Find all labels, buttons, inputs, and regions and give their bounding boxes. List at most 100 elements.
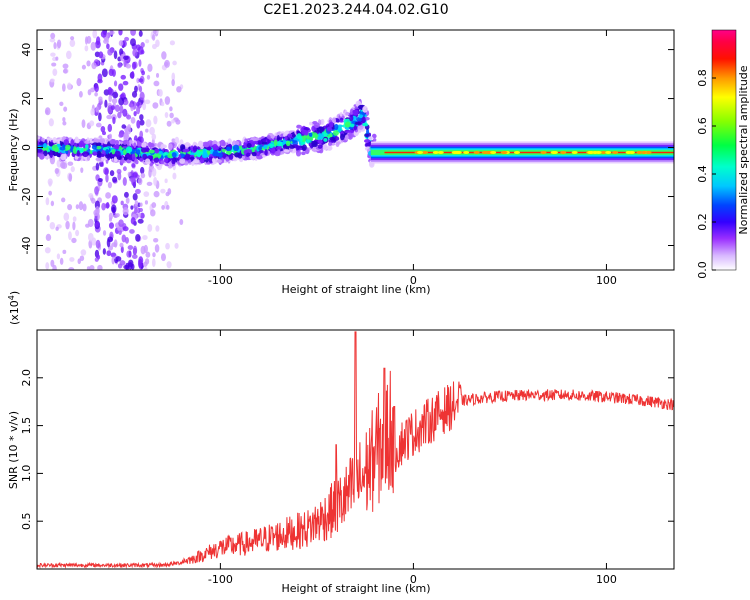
heat-cell xyxy=(327,133,333,138)
heat-cell xyxy=(65,220,70,230)
heat-cell xyxy=(124,191,129,198)
heat-cell xyxy=(63,212,70,222)
heat-cell xyxy=(67,203,73,211)
heat-cell xyxy=(364,142,372,148)
heat-cell xyxy=(51,144,59,152)
heat-cell xyxy=(84,45,89,52)
heat-cell xyxy=(592,150,599,154)
heat-cell xyxy=(165,191,170,197)
heat-cell xyxy=(261,138,267,142)
heat-cell xyxy=(89,120,95,127)
heat-cell xyxy=(52,68,58,76)
heat-cell xyxy=(68,231,72,241)
heat-cell xyxy=(84,140,90,145)
heat-cell xyxy=(160,160,165,165)
heat-cell xyxy=(80,249,87,256)
spectrogram-ylabel: Frequency (Hz) xyxy=(7,109,20,192)
heat-cell xyxy=(51,62,57,67)
heat-cell xyxy=(121,124,127,129)
heat-cell xyxy=(111,148,116,155)
heat-cell xyxy=(212,152,218,157)
heat-cell xyxy=(222,141,226,147)
heat-cell xyxy=(165,242,170,250)
heat-cell xyxy=(184,161,189,166)
heat-cell xyxy=(179,219,184,226)
y-tick-label: 0.5 xyxy=(20,512,33,530)
heat-cell xyxy=(313,122,320,128)
heat-cell xyxy=(131,162,136,168)
heat-cell xyxy=(122,166,127,172)
heat-cell xyxy=(270,147,276,154)
heat-cell xyxy=(122,226,129,232)
heat-cell xyxy=(60,153,66,161)
heat-cell xyxy=(111,204,117,214)
heat-cell xyxy=(164,178,168,184)
heat-cell xyxy=(274,150,281,157)
heat-cell xyxy=(133,142,137,149)
heat-cell xyxy=(145,39,150,44)
snr-ylabel: SNR (10 * v/v) xyxy=(7,411,20,489)
snr-series-line xyxy=(37,331,674,569)
heat-cell xyxy=(150,209,156,217)
heat-cell xyxy=(184,141,190,148)
heat-cell xyxy=(100,30,107,38)
heat-cell xyxy=(70,166,75,173)
heat-cell xyxy=(205,146,212,151)
heat-cell xyxy=(348,132,353,138)
heat-cell xyxy=(111,195,118,204)
heat-cell xyxy=(70,139,75,146)
heat-cell xyxy=(363,139,371,143)
heat-cell xyxy=(133,208,138,214)
heat-cell xyxy=(264,149,268,156)
heat-cell xyxy=(48,142,54,147)
heat-cell xyxy=(52,136,57,144)
y-tick-label: 20 xyxy=(20,92,33,106)
heat-cell xyxy=(139,202,143,207)
heat-cell xyxy=(106,238,111,248)
heat-cell xyxy=(513,150,520,154)
heat-cell xyxy=(95,162,100,171)
heat-cell xyxy=(291,134,296,138)
heat-cell xyxy=(102,248,106,255)
heat-cell xyxy=(347,130,355,134)
heat-cell xyxy=(145,251,151,258)
heat-cell xyxy=(320,118,325,126)
heat-cell xyxy=(164,61,169,67)
heat-cell xyxy=(129,177,135,182)
heat-cell xyxy=(136,101,140,107)
heat-cell xyxy=(138,78,144,83)
snr-exponent: (x104) xyxy=(7,291,21,325)
heat-cell xyxy=(62,117,66,122)
heat-cell xyxy=(232,144,240,152)
spectrogram-panel: -100 0 100 -40 -20 0 20 40 Height of straight l… xyxy=(7,29,675,296)
heat-cell xyxy=(57,143,61,148)
heat-cell xyxy=(364,133,369,137)
heat-cell xyxy=(97,264,103,270)
heat-cell xyxy=(86,155,91,161)
heat-cell xyxy=(190,156,195,160)
heat-cell xyxy=(108,94,112,103)
heat-cell xyxy=(344,121,351,128)
heat-cell xyxy=(212,143,218,151)
heat-cell xyxy=(221,147,226,153)
heat-cell xyxy=(282,144,287,149)
heat-cell xyxy=(262,145,268,149)
heat-cell xyxy=(167,153,174,159)
heat-cell xyxy=(92,30,98,39)
heat-cell xyxy=(151,202,157,208)
heat-cell xyxy=(269,143,274,149)
heat-cell xyxy=(148,141,152,148)
heat-cell xyxy=(103,39,109,44)
heat-cell xyxy=(625,150,632,154)
heat-cell xyxy=(102,230,107,236)
heat-cell xyxy=(117,111,122,119)
heat-cell xyxy=(246,152,251,157)
heat-cell xyxy=(49,221,56,230)
heat-cell xyxy=(146,74,151,80)
heat-cell xyxy=(216,141,221,147)
heat-cell xyxy=(63,139,70,146)
heat-cell xyxy=(119,94,125,99)
heat-cell xyxy=(126,114,132,120)
heat-cell xyxy=(69,39,76,47)
heat-cell xyxy=(139,114,144,121)
